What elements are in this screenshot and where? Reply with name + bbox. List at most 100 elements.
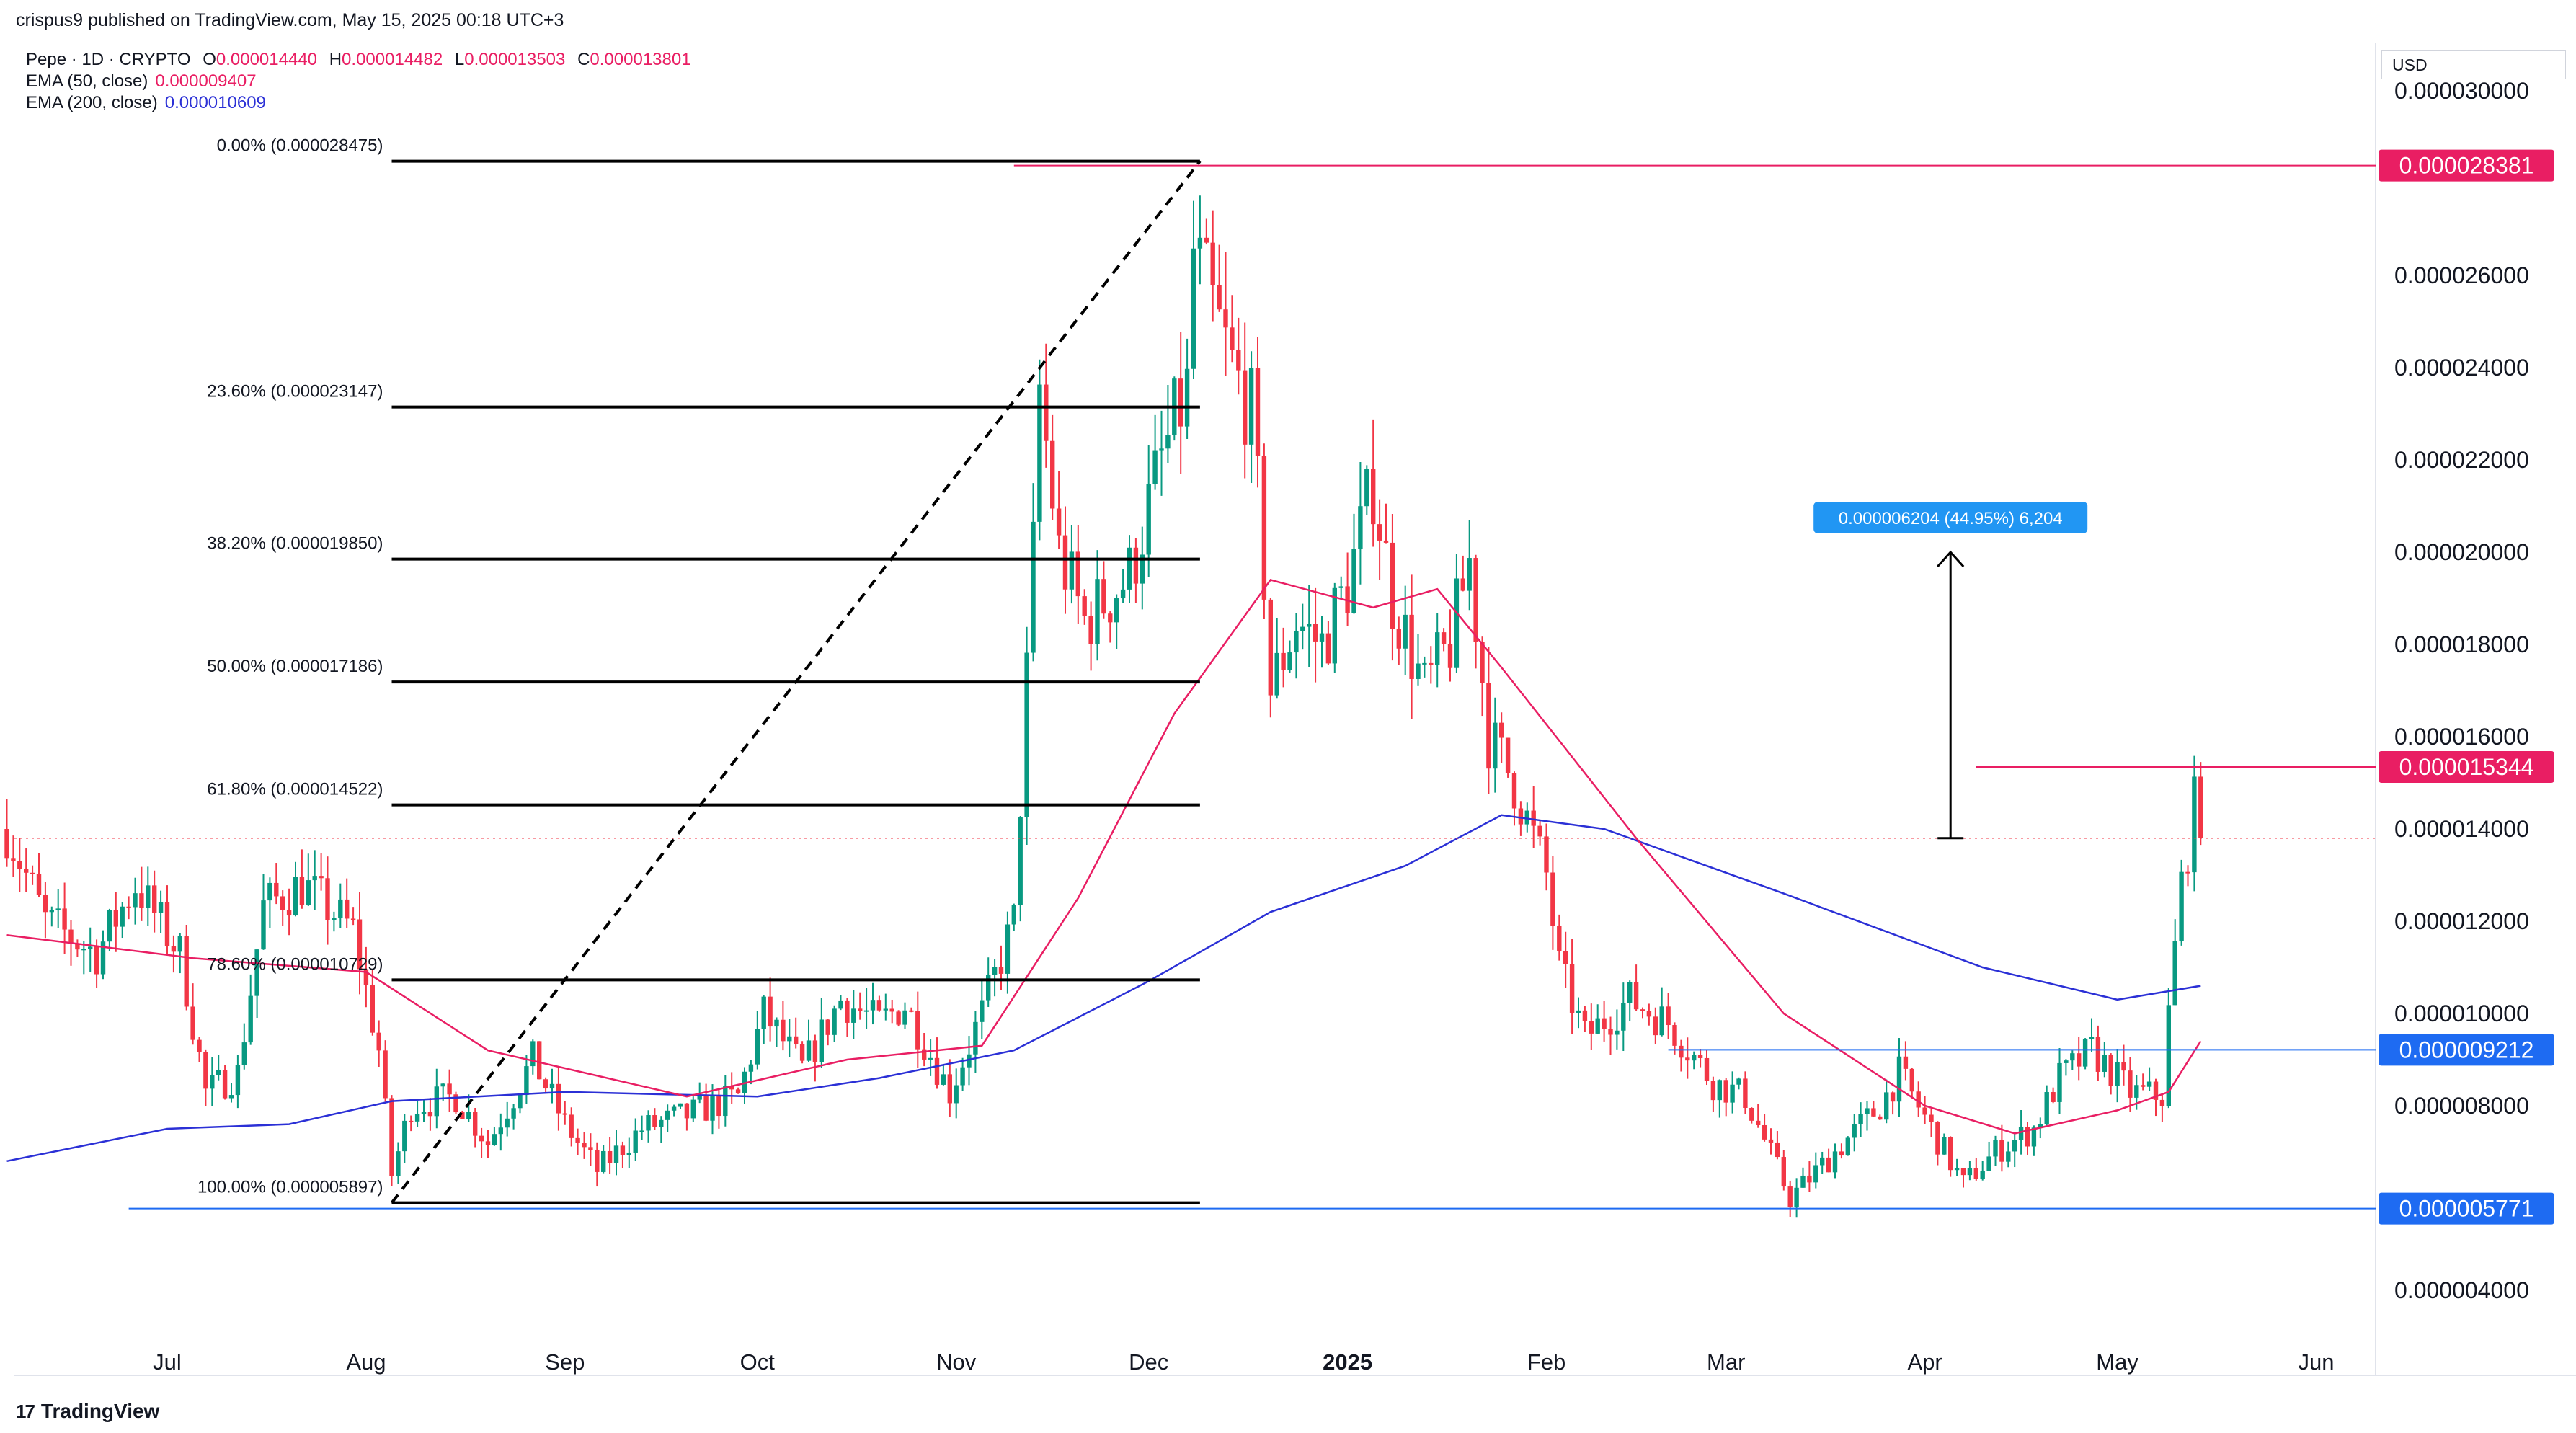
candle <box>1108 611 1113 643</box>
candle <box>1787 1180 1793 1217</box>
candle-body <box>1871 1108 1876 1117</box>
candle <box>511 1104 516 1130</box>
candle-body <box>261 900 266 950</box>
fib-level-label: 23.60% (0.000023147) <box>207 382 383 401</box>
candle-body <box>492 1134 497 1145</box>
candle-body <box>306 880 311 905</box>
currency-button[interactable]: USD <box>2381 50 2566 79</box>
y-tick-label: 0.000008000 <box>2394 1093 2529 1119</box>
candle <box>2082 1038 2088 1070</box>
candle-body <box>2146 1081 2152 1087</box>
candle-body <box>152 885 157 913</box>
candle-body <box>363 969 369 985</box>
candle-body <box>986 975 991 1001</box>
x-tick-label: Mar <box>1707 1349 1745 1375</box>
candle-body <box>1768 1139 1774 1143</box>
candle-body <box>241 1042 247 1065</box>
y-tick-label: 0.000016000 <box>2394 724 2529 750</box>
candle <box>2115 1049 2120 1103</box>
candle-body <box>184 936 189 1007</box>
candle-body <box>973 1021 978 1055</box>
candle <box>1999 1124 2004 1172</box>
candle <box>947 1059 952 1117</box>
y-tick-label: 0.000022000 <box>2394 447 2529 473</box>
candle-body <box>1223 309 1228 328</box>
symbol-label[interactable]: Pepe · 1D · CRYPTO <box>26 50 191 69</box>
candle-body <box>960 1067 965 1086</box>
candle-body <box>1749 1107 1754 1121</box>
candle-body <box>1710 1081 1716 1101</box>
candle-body <box>915 1011 920 1050</box>
candle-body <box>164 902 170 946</box>
candle <box>781 1001 786 1051</box>
candle <box>88 927 93 972</box>
candle <box>613 1130 619 1176</box>
candle-body <box>235 1065 241 1096</box>
candle-body <box>1781 1157 1786 1187</box>
publisher-line: crispus9 published on TradingView.com, M… <box>16 10 564 30</box>
candle-body <box>498 1127 503 1135</box>
candle-body <box>370 984 375 1033</box>
candle-body <box>1217 285 1222 310</box>
candle-body <box>1646 1011 1652 1017</box>
fib-level-label: 100.00% (0.000005897) <box>197 1178 383 1197</box>
candle-body <box>2025 1127 2030 1147</box>
candle-body <box>633 1130 638 1153</box>
candle-body <box>2115 1062 2120 1086</box>
candle <box>1313 587 1318 683</box>
candle <box>1429 646 1434 684</box>
candle <box>402 1114 407 1163</box>
candle-body <box>684 1103 690 1119</box>
candle-body <box>902 1010 907 1025</box>
candle <box>222 1065 228 1100</box>
candle <box>81 941 86 975</box>
candle <box>453 1091 458 1114</box>
candle <box>55 889 61 928</box>
candle <box>973 1011 978 1073</box>
candle <box>1191 200 1196 379</box>
y-tick-label: 0.000024000 <box>2394 355 2529 381</box>
candle <box>812 1034 818 1082</box>
candle-body <box>171 946 177 952</box>
candle-body <box>133 893 138 908</box>
candle-body <box>1152 450 1158 484</box>
candle <box>332 911 337 932</box>
candle-body <box>1082 596 1087 616</box>
candle <box>1909 1067 1914 1099</box>
candle-body <box>1730 1084 1735 1103</box>
candle-body <box>607 1150 613 1163</box>
candle <box>2057 1048 2062 1114</box>
candle <box>851 990 856 1039</box>
ema200-label: EMA (200, close) <box>26 93 158 112</box>
candle-body <box>575 1137 580 1143</box>
price-tag <box>2379 149 2554 182</box>
high-value: 0.000014482 <box>342 50 443 69</box>
candle-body <box>473 1112 478 1136</box>
candle-body <box>1787 1186 1793 1207</box>
candle <box>998 945 1004 990</box>
ohlc-row: Pepe · 1D · CRYPTO O0.000014440 H0.00001… <box>26 50 691 69</box>
candle-body <box>2198 776 2203 838</box>
candle-body <box>1396 629 1401 649</box>
candle <box>139 866 144 921</box>
candle-body <box>1865 1108 1870 1114</box>
candle-body <box>1640 1009 1645 1011</box>
candle <box>1736 1077 1741 1090</box>
candle <box>934 1037 940 1089</box>
candle <box>49 906 54 927</box>
candle <box>2095 1025 2101 1081</box>
ema200-legend-row[interactable]: EMA (200, close) 0.000010609 <box>26 92 691 114</box>
candle-body <box>1576 1010 1581 1013</box>
x-tick-label: Apr <box>1907 1349 1942 1375</box>
candle <box>133 877 138 925</box>
candle <box>1127 535 1132 603</box>
candle-body <box>1916 1091 1921 1108</box>
candle <box>1820 1151 1825 1174</box>
ema50-legend-row[interactable]: EMA (50, close) 0.000009407 <box>26 71 691 92</box>
candle <box>11 835 16 877</box>
candle <box>1531 786 1536 848</box>
candle-body <box>1281 652 1286 670</box>
candle <box>1589 1003 1594 1050</box>
tradingview-logo[interactable]: 17 TradingView <box>16 1400 159 1423</box>
